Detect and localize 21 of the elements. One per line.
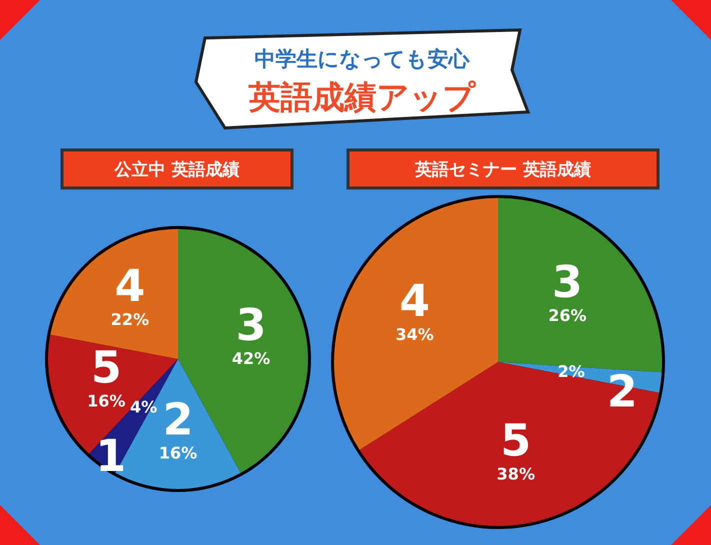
text: 中学生になっても安心 — [254, 47, 470, 71]
data-label: 42% — [232, 349, 270, 368]
chart-title: 公立中 英語成績 — [114, 160, 240, 180]
data-label: 4% — [130, 397, 158, 416]
data-label: 38% — [496, 464, 535, 484]
slice-label: 4 — [399, 276, 430, 328]
slice-label: 4 — [114, 260, 146, 312]
data-label: 16% — [158, 443, 198, 462]
slice-label: 5 — [500, 415, 532, 466]
data-label: 22% — [110, 310, 150, 329]
data-label: 34% — [395, 325, 434, 344]
data-label: 2% — [558, 362, 585, 382]
data-label: 16% — [87, 391, 126, 410]
slice-label: 5 — [90, 342, 122, 394]
slice-label: 3 — [236, 300, 266, 352]
chart-title: 英語セミナー 英語成績 — [414, 160, 591, 180]
slice-label: 1 — [96, 431, 126, 482]
slice-label: 2 — [162, 394, 194, 446]
data-label: 26% — [548, 306, 586, 325]
text: 英語成績アップ — [248, 78, 476, 116]
slice-label: 3 — [552, 256, 583, 308]
